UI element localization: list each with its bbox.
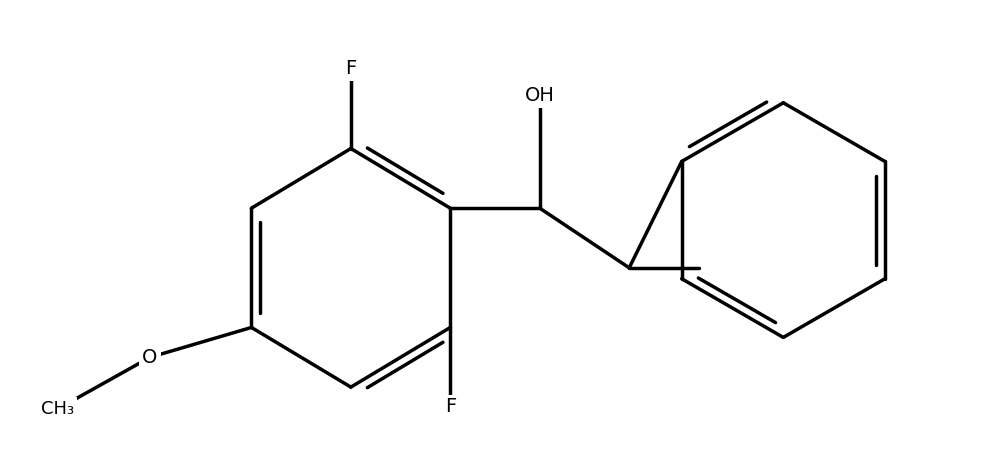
Text: O: O (142, 348, 158, 367)
Text: F: F (444, 398, 456, 417)
Text: OH: OH (525, 86, 555, 105)
Text: F: F (345, 60, 357, 79)
Text: CH₃: CH₃ (41, 400, 75, 418)
